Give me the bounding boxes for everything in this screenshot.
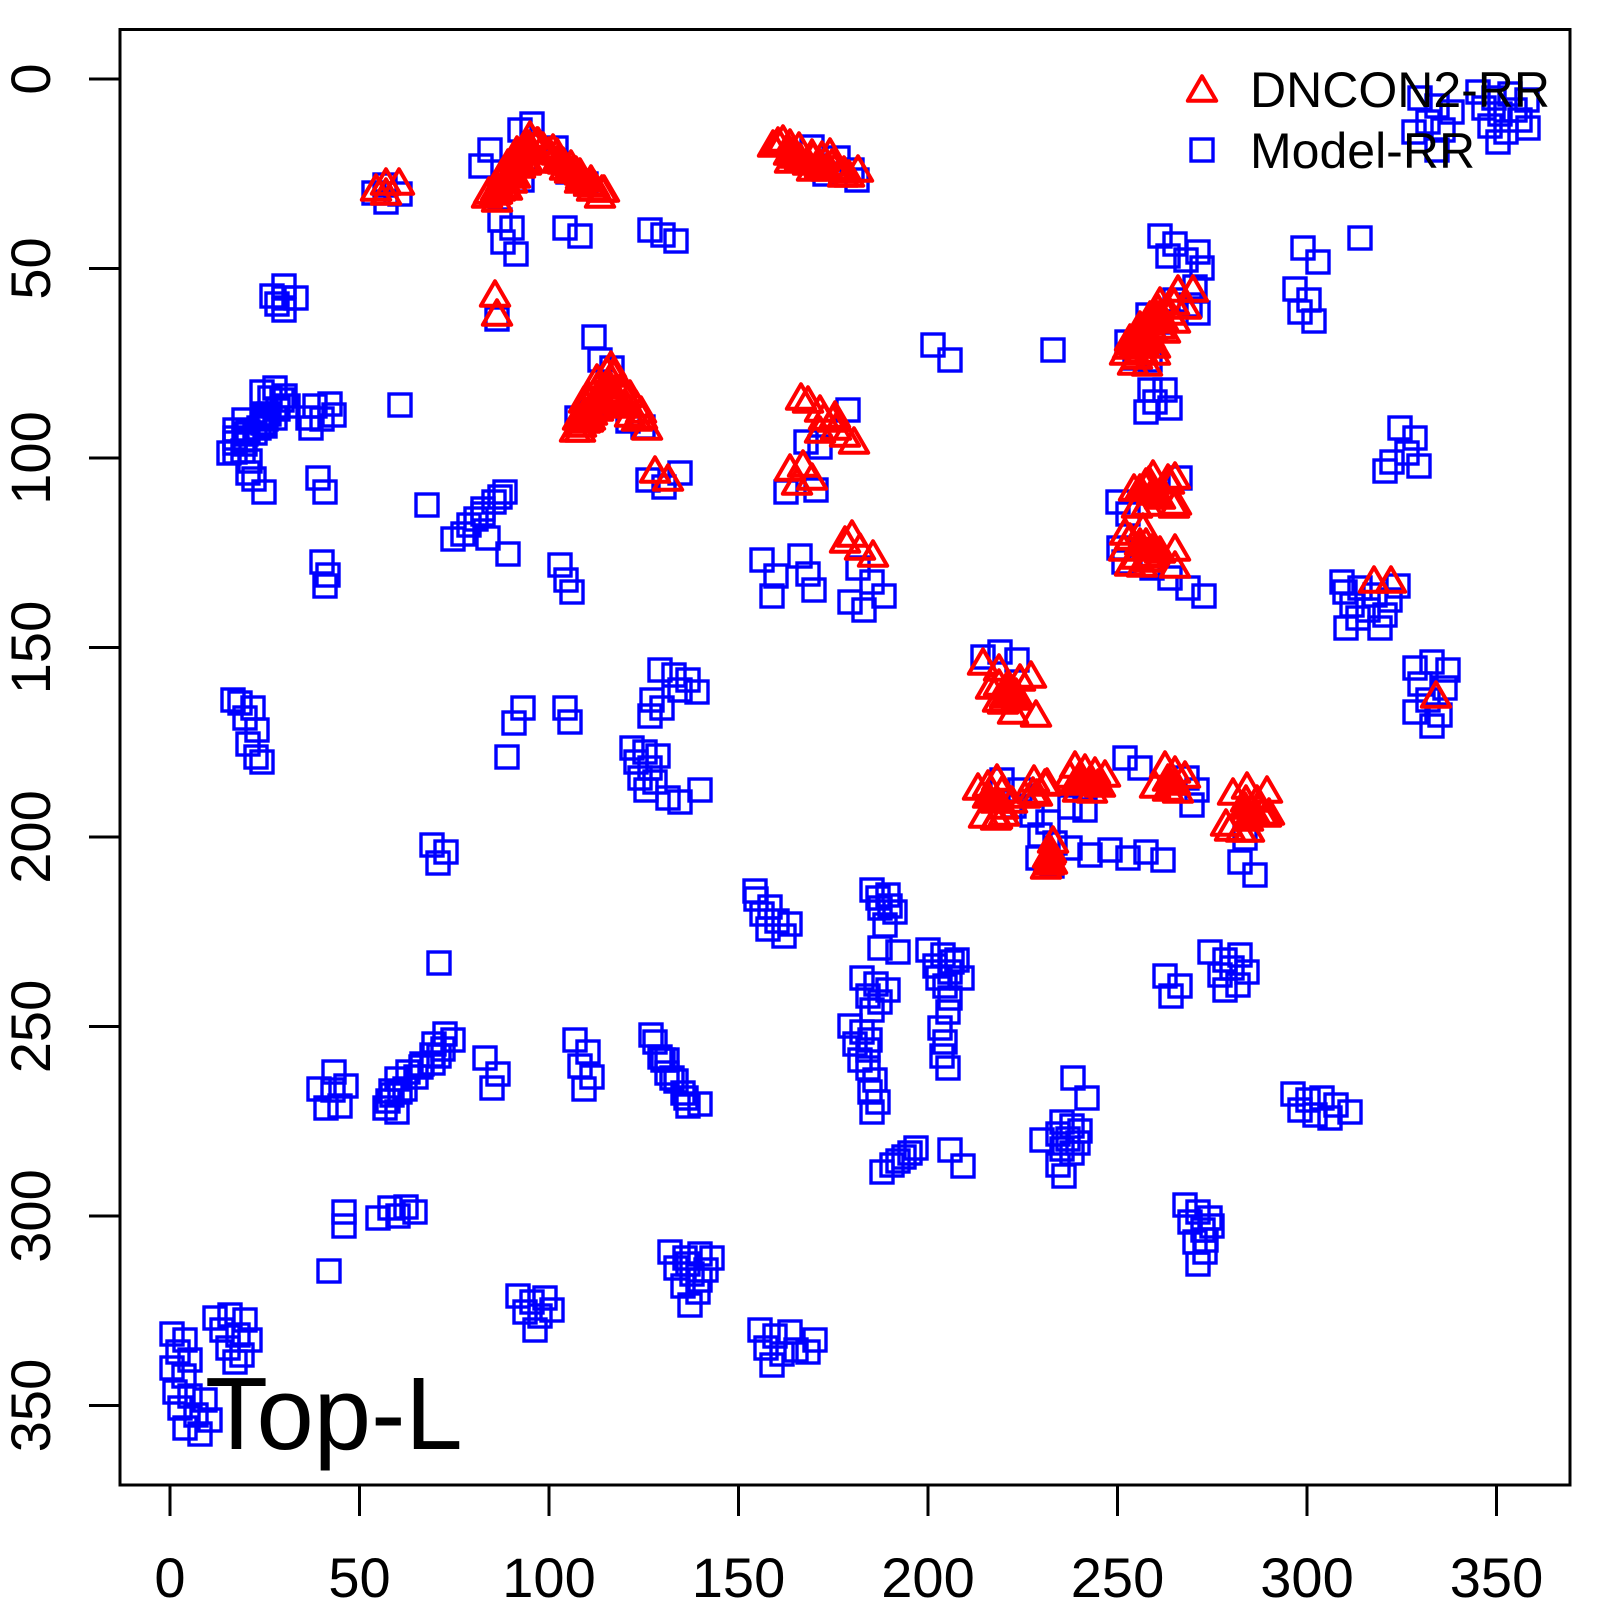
svg-text:Top-L: Top-L	[205, 1356, 463, 1471]
svg-text:250: 250	[1071, 1546, 1164, 1600]
svg-text:200: 200	[0, 790, 62, 883]
svg-text:200: 200	[881, 1546, 974, 1600]
svg-text:300: 300	[1260, 1546, 1353, 1600]
svg-text:100: 100	[502, 1546, 595, 1600]
svg-text:350: 350	[0, 1359, 62, 1452]
svg-text:DNCON2-RR: DNCON2-RR	[1250, 62, 1550, 118]
svg-text:300: 300	[0, 1169, 62, 1262]
svg-text:100: 100	[0, 411, 62, 504]
svg-text:Model-RR: Model-RR	[1250, 123, 1475, 179]
svg-text:350: 350	[1450, 1546, 1543, 1600]
svg-text:0: 0	[0, 63, 62, 94]
svg-text:50: 50	[0, 237, 62, 299]
svg-text:0: 0	[154, 1546, 185, 1600]
svg-text:250: 250	[0, 980, 62, 1073]
svg-text:50: 50	[328, 1546, 390, 1600]
svg-text:150: 150	[692, 1546, 785, 1600]
svg-text:150: 150	[0, 601, 62, 694]
